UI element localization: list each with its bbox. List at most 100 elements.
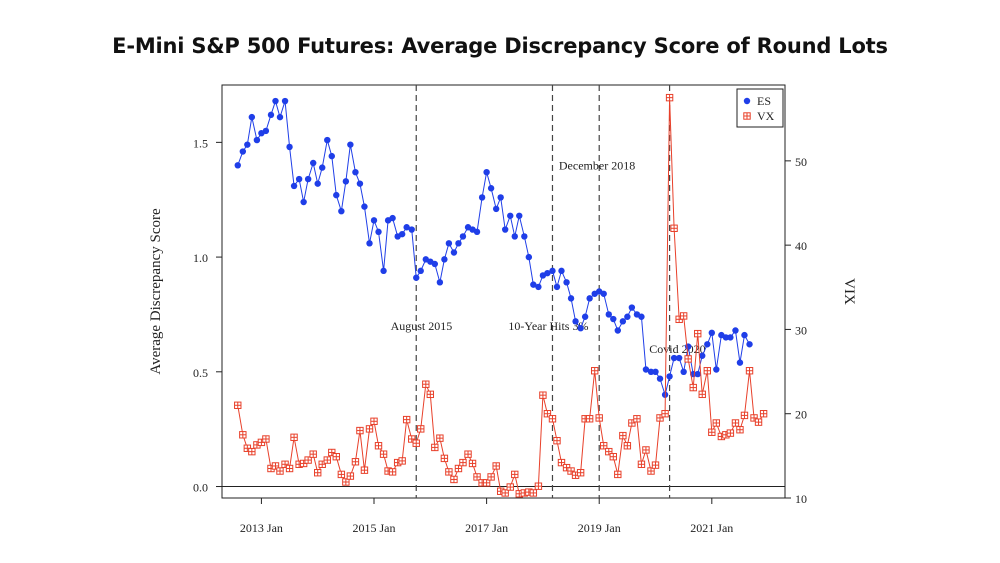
es-point (253, 136, 261, 144)
es-point (530, 281, 537, 288)
es-point (370, 217, 378, 224)
y2-tick-label: 20 (795, 408, 807, 422)
es-point (652, 368, 659, 376)
legend-box (736, 88, 784, 128)
es-point (441, 256, 448, 263)
es-point (300, 198, 307, 206)
es-point (549, 267, 556, 275)
es-point (572, 318, 579, 325)
es-point (507, 212, 514, 219)
x-tick-label: 2013 Jan (240, 521, 283, 535)
es-point (511, 233, 518, 240)
es-point (361, 203, 368, 210)
es-point (445, 240, 453, 247)
es-point (727, 334, 734, 341)
es-point (600, 290, 607, 297)
es-point (356, 180, 364, 187)
es-point (666, 373, 673, 380)
es-point (624, 313, 631, 320)
es-point (352, 168, 359, 176)
es-point (417, 267, 424, 275)
es-point (333, 191, 340, 199)
es-point (736, 359, 744, 366)
es-point (684, 343, 692, 350)
es-point (704, 341, 711, 348)
es-point (314, 180, 321, 187)
es-point (605, 311, 612, 318)
es-point (656, 375, 664, 382)
es-point (567, 295, 575, 302)
es-point (544, 269, 551, 277)
es-point (310, 159, 317, 167)
es-point (675, 354, 683, 362)
es-point (248, 113, 256, 121)
y2-tick-label: 40 (795, 239, 807, 253)
es-point (746, 341, 753, 348)
es-point (577, 325, 584, 332)
es-point (338, 207, 345, 215)
es-point (244, 141, 251, 148)
y-tick-label: 0.0 (193, 481, 208, 495)
es-point (713, 366, 720, 373)
y-axis-title: Average Discrepancy Score (148, 208, 164, 375)
y-tick-label: 1.5 (193, 136, 208, 150)
x-tick-label: 2021 Jan (690, 521, 733, 535)
es-point (521, 233, 528, 240)
es-point (473, 228, 481, 236)
es-point (403, 224, 410, 231)
es-point (450, 249, 458, 256)
series-line-vx (237, 97, 765, 495)
es-point (262, 127, 270, 135)
es-point (398, 230, 406, 238)
event-label: December 2018 (559, 158, 635, 172)
es-point (436, 279, 444, 286)
es-point (295, 175, 303, 183)
es-point (553, 283, 561, 291)
es-point (290, 182, 298, 190)
es-point (647, 368, 655, 376)
es-point (380, 267, 387, 275)
legend-label: VX (757, 109, 775, 123)
es-point (267, 111, 275, 119)
es-point (586, 295, 593, 302)
es-point (525, 253, 533, 261)
es-point (628, 304, 636, 311)
es-point (408, 226, 415, 233)
es-point (497, 194, 504, 201)
es-point (619, 318, 627, 325)
y-tick-label: 0.5 (193, 366, 208, 380)
es-point (276, 113, 284, 121)
es-point (375, 228, 382, 236)
es-point (319, 164, 326, 171)
es-point (389, 214, 396, 222)
es-point (492, 205, 500, 213)
event-label: Covid 2020 (649, 342, 705, 356)
es-point (563, 279, 570, 286)
plot-frame (221, 84, 786, 499)
es-point (732, 327, 739, 334)
es-point (699, 352, 706, 359)
es-point (281, 97, 289, 105)
es-point (483, 168, 490, 176)
es-point (610, 315, 617, 323)
es-point (614, 327, 621, 334)
es-point (535, 283, 542, 291)
es-point (239, 148, 247, 155)
es-point (413, 274, 420, 281)
y2-axis-title: VIX (841, 278, 857, 305)
es-point (328, 152, 335, 160)
y-tick-label: 1.0 (193, 251, 208, 265)
event-label: August 2015 (391, 319, 453, 333)
es-point (431, 260, 439, 268)
es-point (347, 141, 354, 148)
es-point (286, 143, 293, 151)
es-point (722, 334, 730, 341)
es-point (741, 331, 748, 339)
es-point (459, 233, 467, 240)
es-point (272, 97, 279, 105)
x-tick-label: 2015 Jan (353, 521, 396, 535)
es-point (638, 313, 645, 320)
y2-tick-label: 50 (795, 155, 807, 169)
